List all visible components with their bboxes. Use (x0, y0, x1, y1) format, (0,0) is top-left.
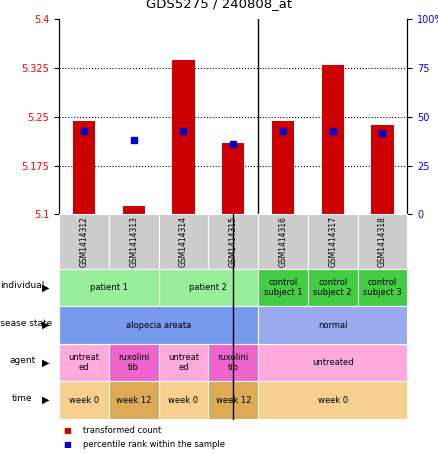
Text: ruxolini
tib: ruxolini tib (118, 353, 149, 372)
Bar (222, 143, 244, 214)
Bar (371, 125, 394, 214)
Text: ▶: ▶ (42, 395, 50, 405)
Bar (123, 206, 145, 214)
Text: ▶: ▶ (42, 320, 50, 330)
Text: ■: ■ (64, 440, 71, 449)
Bar (73, 121, 95, 214)
Bar (172, 60, 194, 214)
Text: ▶: ▶ (42, 282, 50, 293)
Text: ▶: ▶ (42, 357, 50, 368)
Text: GDS5275 / 240808_at: GDS5275 / 240808_at (146, 0, 292, 10)
Text: untreat
ed: untreat ed (68, 353, 99, 372)
Text: GSM1414312: GSM1414312 (80, 216, 88, 267)
Text: week 12: week 12 (116, 396, 152, 405)
Text: percentile rank within the sample: percentile rank within the sample (83, 440, 225, 449)
Text: week 0: week 0 (69, 396, 99, 405)
Text: GSM1414318: GSM1414318 (378, 216, 387, 267)
Text: disease state: disease state (0, 318, 53, 328)
Text: patient 1: patient 1 (90, 283, 128, 292)
Text: GSM1414315: GSM1414315 (229, 216, 238, 267)
Text: alopecia areata: alopecia areata (126, 321, 191, 329)
Text: control
subject 1: control subject 1 (264, 278, 302, 297)
Text: control
subject 3: control subject 3 (363, 278, 402, 297)
Text: week 12: week 12 (215, 396, 251, 405)
Text: GSM1414314: GSM1414314 (179, 216, 188, 267)
Text: time: time (12, 394, 33, 403)
Bar (321, 65, 344, 214)
Text: week 0: week 0 (318, 396, 348, 405)
Text: week 0: week 0 (169, 396, 198, 405)
Text: untreated: untreated (312, 358, 353, 367)
Text: GSM1414316: GSM1414316 (279, 216, 287, 267)
Text: control
subject 2: control subject 2 (314, 278, 352, 297)
Text: ruxolini
tib: ruxolini tib (218, 353, 249, 372)
Text: ■: ■ (64, 426, 71, 435)
Text: patient 2: patient 2 (189, 283, 227, 292)
Text: transformed count: transformed count (83, 426, 162, 435)
Text: untreat
ed: untreat ed (168, 353, 199, 372)
Text: GSM1414317: GSM1414317 (328, 216, 337, 267)
Bar (272, 121, 294, 214)
Text: GSM1414313: GSM1414313 (129, 216, 138, 267)
Text: normal: normal (318, 321, 347, 329)
Text: individual: individual (0, 281, 45, 290)
Text: agent: agent (9, 356, 35, 365)
